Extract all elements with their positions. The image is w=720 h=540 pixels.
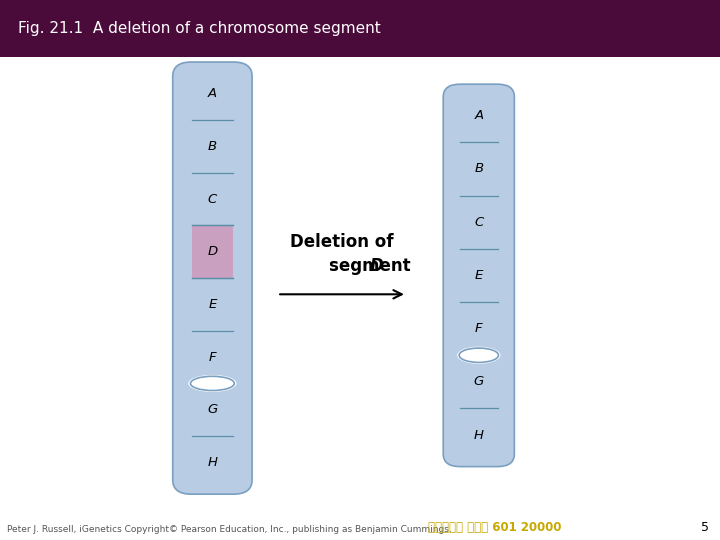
Text: H: H [207,456,217,469]
Text: G: G [207,403,217,416]
FancyBboxPatch shape [173,62,252,494]
Text: 台大農藝系 遠傳學 601 20000: 台大農藝系 遠傳學 601 20000 [428,521,562,534]
Text: E: E [474,269,483,282]
Text: H: H [474,429,484,442]
Bar [0,0,720,57]
Text: A: A [474,109,483,122]
Text: Fig. 21.1  A deletion of a chromosome segment: Fig. 21.1 A deletion of a chromosome seg… [18,21,381,36]
Text: D: D [369,258,383,275]
Ellipse shape [459,348,498,362]
Text: F: F [475,322,482,335]
Ellipse shape [189,375,236,392]
Text: Peter J. Russell, iGenetics Copyright© Pearson Education, Inc., publishing as Be: Peter J. Russell, iGenetics Copyright© P… [7,524,452,534]
Text: 5: 5 [701,521,709,534]
Text: C: C [474,215,483,228]
Ellipse shape [191,376,234,390]
Ellipse shape [457,347,500,364]
Text: D: D [207,245,217,258]
Text: B: B [474,163,483,176]
Bar [192,226,233,278]
Text: G: G [474,375,484,388]
FancyBboxPatch shape [444,84,514,467]
Text: A: A [208,87,217,100]
Text: segment: segment [329,258,416,275]
Text: F: F [209,350,216,363]
Text: E: E [208,298,217,311]
Text: B: B [208,140,217,153]
Text: Deletion of: Deletion of [290,233,394,251]
Text: C: C [208,193,217,206]
